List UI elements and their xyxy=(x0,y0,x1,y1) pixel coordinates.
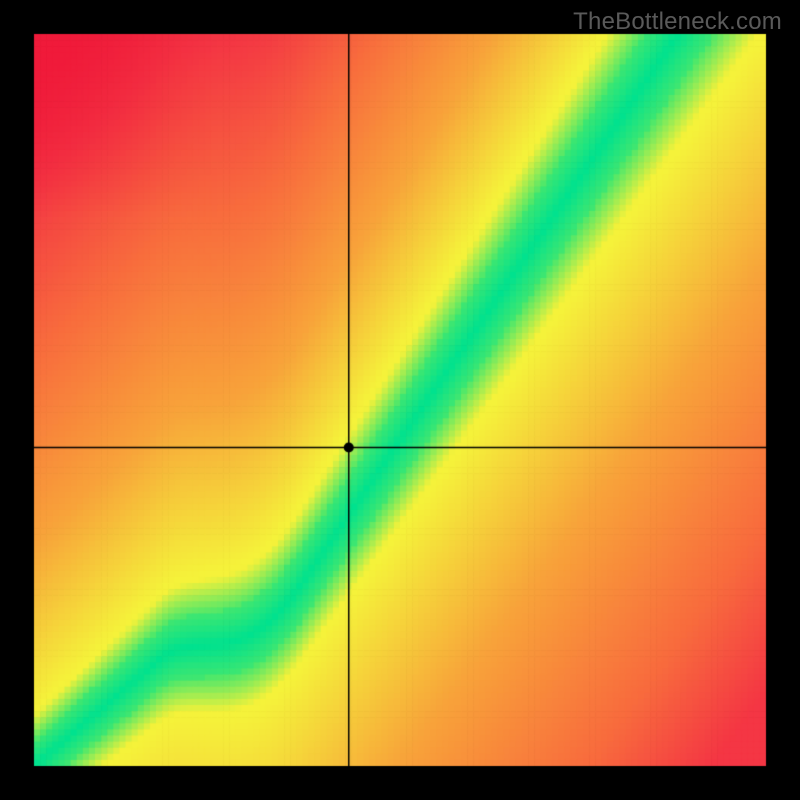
chart-container: TheBottleneck.com xyxy=(0,0,800,800)
watermark-text: TheBottleneck.com xyxy=(573,8,782,36)
heatmap-canvas xyxy=(0,0,800,800)
